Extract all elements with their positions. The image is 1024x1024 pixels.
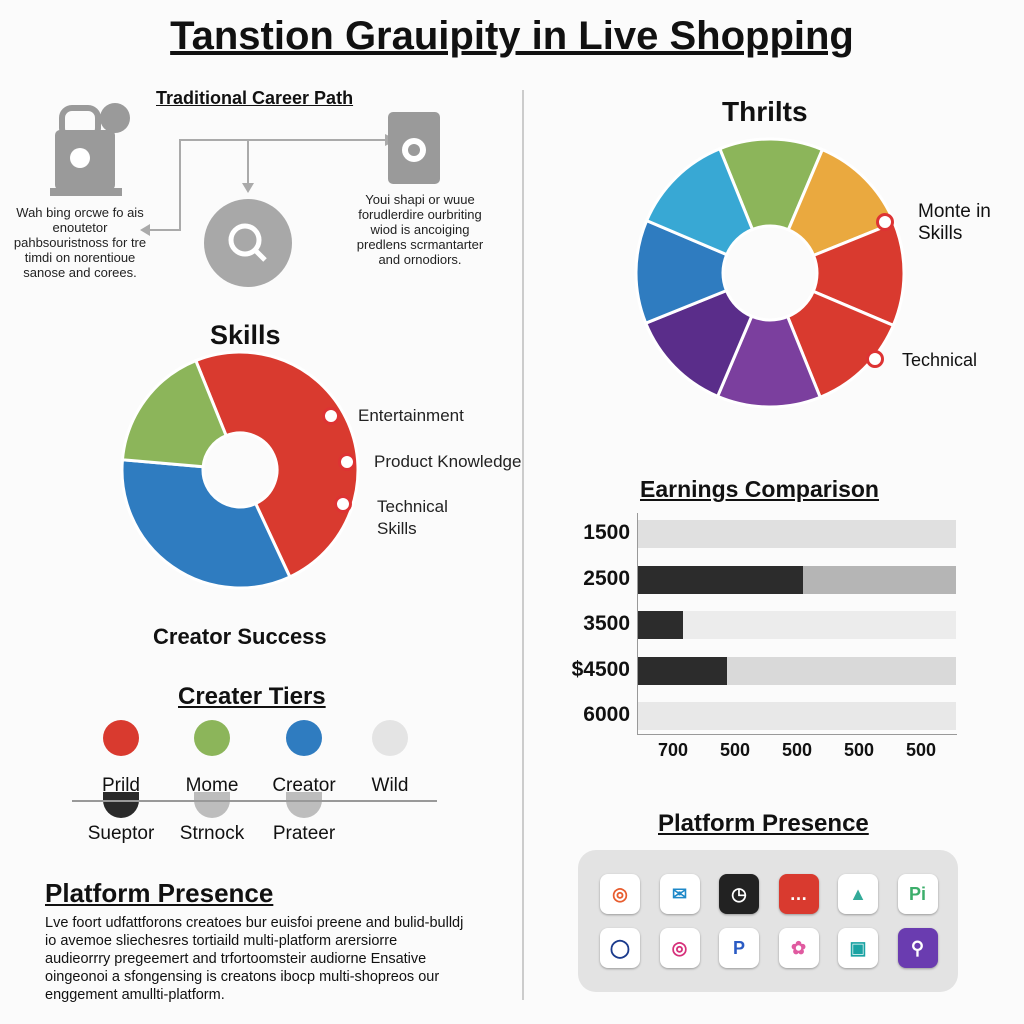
tier-label: Prateer (272, 823, 336, 844)
app-glyph: P (732, 937, 745, 958)
app-glyph: ✉ (671, 883, 688, 904)
app-icons-panel: ◎ ✉ ◷ … ▲ Pi ◯ ◎ P ✿ ▣ ⚲ (578, 850, 958, 992)
chart-title: Earnings Comparison (640, 476, 879, 502)
marker-dot (322, 407, 340, 425)
bar-fill (638, 611, 683, 639)
app-glyph: ◎ (612, 883, 628, 904)
flower-icon[interactable]: ✿ (778, 928, 819, 968)
skills-segment-2 (120, 358, 229, 469)
platform-left-title: Platform Presence (45, 878, 274, 908)
marker-dot (866, 350, 884, 368)
y-axis (637, 513, 638, 735)
bar-category-label: 2500 (583, 566, 630, 590)
tiers-title: Creater Tiers (178, 683, 326, 710)
x-axis (637, 734, 957, 735)
platform-right-title: Platform Presence (658, 810, 869, 837)
tier-circle (194, 792, 230, 818)
career-left-text: Wah bing orcwe fo ais enoutetor pahbsour… (13, 205, 147, 280)
clock-icon[interactable]: ◷ (719, 874, 759, 914)
x-tick-label: 500 (781, 740, 813, 760)
thrilts-donut (634, 137, 906, 409)
bar-track (638, 520, 956, 548)
page-title: Tanstion Grauipity in Live Shopping (170, 14, 854, 58)
skills-label-product: Product Knowledge (374, 452, 522, 471)
marker-dot (338, 453, 356, 471)
flow-arrows (150, 139, 385, 231)
tier-circle (372, 720, 408, 756)
marker-dot (334, 495, 352, 513)
thrilts-segment-7 (644, 146, 755, 257)
instagram-icon[interactable]: ◎ (659, 928, 700, 968)
thrilts-title: Thrilts (722, 96, 808, 127)
app-glyph: ⚲ (910, 937, 925, 958)
mail-icon[interactable]: ✉ (659, 874, 700, 914)
device-icon (388, 112, 440, 184)
skills-title: Skills (210, 320, 281, 350)
bar-track (638, 656, 956, 685)
tier-circle (103, 792, 139, 818)
tier-circle (194, 720, 230, 756)
link-icon[interactable]: ⚲ (897, 928, 938, 968)
image-icon[interactable]: ▣ (838, 928, 878, 968)
app-glyph: ✿ (790, 937, 807, 958)
app-glyph: ▣ (849, 937, 867, 958)
p-icon[interactable]: P (719, 928, 759, 968)
bar-fill (638, 565, 804, 594)
career-diagram (50, 103, 440, 287)
laptop-lock-icon (50, 103, 130, 196)
search-gear-icon (204, 199, 292, 287)
x-tick-label: 500 (905, 740, 937, 760)
photo-icon[interactable]: ▲ (838, 874, 878, 914)
creator-success-label: Creator Success (153, 624, 327, 649)
bar-track (638, 702, 956, 730)
column-divider (522, 90, 524, 1000)
thrilts-label-technical: Technical (902, 350, 978, 370)
career-title: Traditional Career Path (156, 88, 354, 108)
chat-icon[interactable]: … (778, 874, 819, 914)
bar-track (638, 611, 956, 639)
skills-donut (120, 350, 360, 590)
tier-label: Wild (371, 775, 409, 796)
career-right-text: Youi shapi or wuue forudlerdire ourbriti… (356, 192, 484, 267)
bar-track (638, 565, 956, 594)
tier-circle (286, 720, 322, 756)
tier-circle (286, 792, 322, 818)
tier-label: Sueptor (87, 823, 155, 844)
tier-divider (72, 800, 437, 802)
app-glyph: ◎ (671, 937, 688, 958)
x-tick-label: 700 (657, 740, 689, 760)
skills-label-entertainment: Entertainment (358, 406, 464, 425)
app-glyph: ◯ (609, 937, 631, 958)
marker-dot (876, 213, 894, 231)
x-tick-label: 500 (843, 740, 875, 760)
x-tick-label: 500 (719, 740, 751, 760)
tier-label: Strnock (179, 823, 245, 844)
app-glyph: ◷ (731, 883, 747, 904)
skills-label-technical: Technical Skills (377, 497, 448, 538)
tier-label: Creator (272, 775, 336, 796)
bar-category-label: 6000 (583, 703, 630, 726)
thrilts-label-skills: Monte in Skills (918, 201, 991, 244)
bar-category-label: 3500 (583, 612, 630, 635)
bar-fill (638, 656, 728, 685)
app-glyph: … (789, 883, 808, 904)
tier-circle (103, 720, 139, 756)
skills-segment-1 (120, 458, 292, 590)
app-glyph: Pi (908, 883, 926, 904)
pi-icon[interactable]: Pi (897, 874, 938, 914)
tier-label: Mome (185, 775, 239, 796)
app-glyph: ▲ (849, 883, 867, 904)
ring-icon[interactable]: ◯ (600, 928, 640, 968)
bar-category-label: 1500 (583, 521, 630, 544)
bar-category-label: $4500 (571, 657, 630, 681)
camera-icon[interactable]: ◎ (600, 874, 640, 914)
skills-segment-0 (193, 350, 360, 579)
platform-left-text: Lve foort udfattforons creatoes bur euis… (45, 915, 464, 1003)
tier-label: Prild (101, 775, 140, 796)
